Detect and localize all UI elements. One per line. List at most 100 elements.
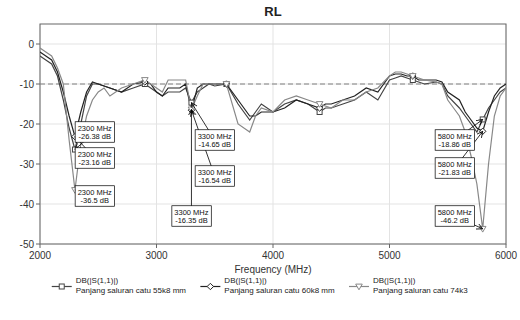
annotation-box xyxy=(172,206,211,227)
y-tick xyxy=(36,84,40,85)
marker xyxy=(410,74,417,80)
annotation: 5800 MHz-18.86 dB xyxy=(435,130,474,151)
text-line: DB(|S(1,1)|) xyxy=(76,276,119,285)
x-tick-label: 3000 xyxy=(145,250,168,261)
series-line xyxy=(40,52,506,137)
legend-label: DB(|S(1,1)|)Panjang saluran catu 55k8 mm xyxy=(76,276,187,295)
x-tick xyxy=(273,244,274,248)
reference-line xyxy=(40,84,506,85)
legend-item: DB(|S(1,1)|)Panjang saluran catu 55k8 mm xyxy=(52,276,187,295)
annotation: 2300 MHz-26.38 dB xyxy=(75,122,114,143)
legend-marker xyxy=(207,283,213,289)
y-tick-label: -20 xyxy=(20,119,35,130)
y-tick-label: 0 xyxy=(28,39,34,50)
y-grid-line xyxy=(40,84,506,85)
annotation-box xyxy=(435,130,474,151)
annotation-box xyxy=(195,166,234,187)
legend-item: DB(|S(1,1)|)Panjang saluran catu 60k8 mm xyxy=(200,276,335,295)
annotation-box xyxy=(435,206,474,227)
text-line: -14.65 dB xyxy=(198,140,231,149)
text-line: -26.38 dB xyxy=(78,132,111,141)
x-tick xyxy=(506,244,507,248)
series-line xyxy=(40,56,506,150)
text-line: -46.2 dB xyxy=(441,216,469,225)
annotation-box xyxy=(75,122,114,143)
annotation-boxes: 2300 MHz-26.38 dB 2300 MHz-23.16 dB 2300 M… xyxy=(75,122,474,227)
series-markers xyxy=(72,74,486,233)
annotation-text: 3300 MHz-16.54 dB xyxy=(198,167,232,185)
annotation: 3300 MHz-16.54 dB xyxy=(195,166,234,187)
text-line: Panjang saluran catu 60k8 mm xyxy=(224,286,335,295)
text-line: DB(|S(1,1)|) xyxy=(373,276,416,285)
x-grid-line xyxy=(389,24,390,244)
annotation: 5800 MHz-46.2 dB xyxy=(435,206,474,227)
annotation-text: 3300 MHz-16.35 dB xyxy=(174,207,208,225)
annotation-box xyxy=(75,148,114,169)
marker xyxy=(223,81,229,87)
text-line: -21.83 dB xyxy=(438,168,471,177)
annotation-text: 2300 MHz-36.5 dB xyxy=(78,187,112,205)
series-markers xyxy=(72,73,486,140)
plot-data xyxy=(40,48,506,232)
marker xyxy=(223,82,230,88)
y-tick-label: -30 xyxy=(20,159,35,170)
text-line: -36.5 dB xyxy=(81,196,109,205)
y-tick-label: -40 xyxy=(20,199,35,210)
text-line: -18.86 dB xyxy=(438,140,471,149)
x-grid-line xyxy=(273,24,274,244)
x-tick-label: 4000 xyxy=(262,250,285,261)
plot-background xyxy=(40,24,506,244)
legend-marker xyxy=(59,284,64,289)
legend-label: DB(|S(1,1)|)Panjang saluran catu 60k8 mm xyxy=(224,276,335,295)
y-tick-label: -10 xyxy=(20,79,35,90)
legend-label: DB(|S(1,1)|)Panjang saluran catu 74k3 xyxy=(373,276,468,295)
annotation-arrows xyxy=(75,103,483,229)
annotation: 3300 MHz-14.65 dB xyxy=(195,130,234,151)
grid xyxy=(40,24,506,244)
y-tick xyxy=(36,124,40,125)
axes: 2000 3000 4000 5000 6000 0 -10 -20 -30 -40 -50 xyxy=(20,39,518,262)
annotation-box xyxy=(75,186,114,207)
annotation-box xyxy=(195,130,234,151)
marker xyxy=(142,78,149,84)
legend-item: DB(|S(1,1)|)Panjang saluran catu 74k3 xyxy=(349,276,468,295)
marker xyxy=(479,226,486,232)
text-line: -16.35 dB xyxy=(175,216,208,225)
marker xyxy=(316,102,323,108)
annotation-text: 5800 MHz-46.2 dB xyxy=(438,207,472,225)
annotations: 2300 MHz-26.38 dB 2300 MHz-23.16 dB 2300 M… xyxy=(75,103,483,229)
y-tick xyxy=(36,204,40,205)
title: RL xyxy=(264,4,281,19)
y-tick-label: -50 xyxy=(20,239,35,250)
y-tick xyxy=(36,244,40,245)
x-grid-line xyxy=(156,24,157,244)
annotation-box xyxy=(435,158,474,179)
text-line: -23.16 dB xyxy=(78,158,111,167)
plot-frame xyxy=(40,24,506,244)
x-tick-label: 2000 xyxy=(29,250,52,261)
annotation-text: 5800 MHz-18.86 dB xyxy=(438,131,472,149)
annotation: 5800 MHz-21.83 dB xyxy=(435,158,474,179)
annotation: 2300 MHz-23.16 dB xyxy=(75,148,114,169)
x-axis-label: Frequency (MHz) xyxy=(234,264,311,275)
x-tick-label: 5000 xyxy=(378,250,401,261)
x-tick xyxy=(389,244,390,248)
x-tick xyxy=(40,244,41,248)
legend-marker xyxy=(356,284,363,290)
x-tick-label: 6000 xyxy=(495,250,518,261)
x-tick xyxy=(156,244,157,248)
series-markers xyxy=(72,78,485,153)
annotation: 2300 MHz-36.5 dB xyxy=(75,186,114,207)
series-line xyxy=(40,48,506,229)
annotation-text: 5800 MHz-21.83 dB xyxy=(438,159,472,177)
marker xyxy=(410,73,416,79)
y-tick xyxy=(36,44,40,45)
annotation-arrow xyxy=(191,109,192,216)
text-line: -16.54 dB xyxy=(198,176,231,185)
text-line: Panjang saluran catu 55k8 mm xyxy=(76,286,187,295)
annotation-text: 2300 MHz-23.16 dB xyxy=(78,149,112,167)
text-line: Panjang saluran catu 74k3 xyxy=(373,286,468,295)
legend: DB(|S(1,1)|)Panjang saluran catu 55k8 mm… xyxy=(52,276,469,295)
y-grid-line xyxy=(40,44,506,45)
text-line: DB(|S(1,1)|) xyxy=(224,276,267,285)
